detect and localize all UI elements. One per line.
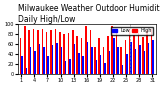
Bar [139,45,141,74]
Bar [122,65,123,74]
Bar [55,29,56,74]
Bar [59,32,60,74]
Bar [87,42,88,74]
Bar [129,29,131,74]
Bar [90,30,91,74]
Bar [82,56,84,74]
Bar [94,47,96,74]
Bar [81,38,82,74]
Bar [135,49,136,74]
Bar [142,37,144,74]
Bar [34,52,36,74]
Bar [148,43,149,74]
Bar [120,47,122,74]
Bar [85,26,87,74]
Bar [117,47,119,74]
Text: Milwaukee Weather Outdoor Humidity
Daily High/Low: Milwaukee Weather Outdoor Humidity Daily… [18,4,160,24]
Bar [113,38,115,74]
Bar [47,56,49,74]
Bar [126,54,128,74]
Bar [107,36,109,74]
Bar [28,30,30,74]
Bar [138,33,139,74]
Bar [21,56,23,74]
Bar [116,32,117,74]
Bar [50,30,52,74]
Legend: Low, High: Low, High [111,27,153,35]
Bar [72,30,74,74]
Bar [144,52,145,74]
Bar [112,26,113,74]
Bar [37,30,39,74]
Bar [100,55,101,74]
Bar [69,59,71,74]
Bar [20,38,21,74]
Bar [74,44,75,74]
Bar [43,47,45,74]
Bar [46,32,47,74]
Bar [131,42,132,74]
Bar [98,38,100,74]
Bar [151,29,152,74]
Bar [109,52,110,74]
Bar [39,44,40,74]
Bar [42,29,43,74]
Bar [30,47,32,74]
Bar [78,53,80,74]
Bar [65,61,66,74]
Bar [146,30,148,74]
Bar [103,47,104,74]
Bar [60,47,62,74]
Bar [68,33,69,74]
Bar [33,29,34,74]
Bar [152,40,154,74]
Bar [104,63,106,74]
Bar [76,36,78,74]
Bar [133,35,135,74]
Bar [52,45,53,74]
Bar [63,34,65,74]
Bar [96,60,97,74]
Bar [24,26,26,74]
Bar [26,68,27,74]
Bar [91,47,93,74]
Bar [125,40,126,74]
Bar [56,43,58,74]
